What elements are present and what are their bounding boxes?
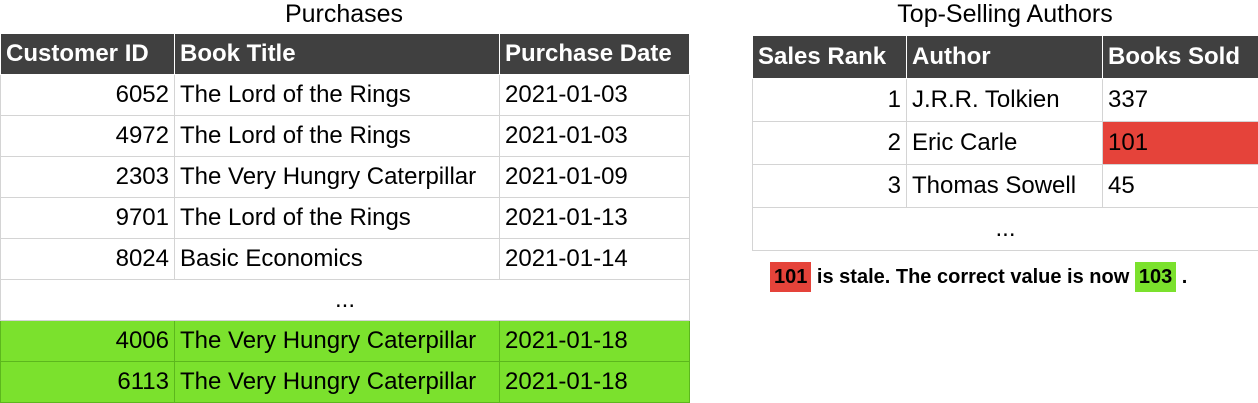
author-cell: Thomas Sowell [907, 165, 1103, 208]
authors-title: Top-Selling Authors [752, 0, 1258, 28]
ellipsis-row: ... [753, 208, 1258, 251]
table-row: 4972 The Lord of the Rings 2021-01-03 [1, 116, 690, 157]
new-purchase-row: 6113 The Very Hungry Caterpillar 2021-01… [1, 362, 690, 403]
purchase-date-cell: 2021-01-03 [500, 116, 690, 157]
authors-header-row: Sales Rank Author Books Sold [753, 36, 1258, 79]
stale-books-sold-cell: 101 [1103, 122, 1258, 165]
customer-id-cell: 2303 [1, 157, 175, 198]
sales-rank-cell: 2 [753, 122, 907, 165]
table-row: 2303 The Very Hungry Caterpillar 2021-01… [1, 157, 690, 198]
column-header-customer-id: Customer ID [1, 34, 175, 75]
book-title-cell: The Lord of the Rings [175, 75, 500, 116]
table-row: 3 Thomas Sowell 45 [753, 165, 1258, 208]
book-title-cell: Basic Economics [175, 239, 500, 280]
correct-value-chip: 103 [1135, 262, 1176, 292]
column-header-purchase-date: Purchase Date [500, 34, 690, 75]
purchase-date-cell: 2021-01-18 [500, 321, 690, 362]
sales-rank-cell: 1 [753, 79, 907, 122]
customer-id-cell: 9701 [1, 198, 175, 239]
purchase-date-cell: 2021-01-09 [500, 157, 690, 198]
table-row: 8024 Basic Economics 2021-01-14 [1, 239, 690, 280]
table-row: 9701 The Lord of the Rings 2021-01-13 [1, 198, 690, 239]
purchases-header-row: Customer ID Book Title Purchase Date [1, 34, 690, 75]
customer-id-cell: 8024 [1, 239, 175, 280]
book-title-cell: The Lord of the Rings [175, 116, 500, 157]
customer-id-cell: 6113 [1, 362, 175, 403]
purchase-date-cell: 2021-01-13 [500, 198, 690, 239]
column-header-author: Author [907, 36, 1103, 79]
customer-id-cell: 6052 [1, 75, 175, 116]
purchase-date-cell: 2021-01-03 [500, 75, 690, 116]
author-cell: J.R.R. Tolkien [907, 79, 1103, 122]
customer-id-cell: 4006 [1, 321, 175, 362]
table-row: 6052 The Lord of the Rings 2021-01-03 [1, 75, 690, 116]
purchases-title: Purchases [0, 0, 688, 28]
table-row: 2 Eric Carle 101 [753, 122, 1258, 165]
customer-id-cell: 4972 [1, 116, 175, 157]
column-header-books-sold: Books Sold [1103, 36, 1258, 79]
purchase-date-cell: 2021-01-18 [500, 362, 690, 403]
stale-value-note: 101 is stale. The correct value is now 1… [770, 262, 1187, 292]
books-sold-cell: 45 [1103, 165, 1258, 208]
note-end-text: . [1176, 266, 1187, 288]
author-cell: Eric Carle [907, 122, 1103, 165]
column-header-book-title: Book Title [175, 34, 500, 75]
ellipsis-row: ... [1, 280, 690, 321]
book-title-cell: The Very Hungry Caterpillar [175, 362, 500, 403]
book-title-cell: The Very Hungry Caterpillar [175, 157, 500, 198]
note-middle-text: is stale. The correct value is now [811, 266, 1134, 288]
book-title-cell: The Lord of the Rings [175, 198, 500, 239]
column-header-sales-rank: Sales Rank [753, 36, 907, 79]
ellipsis-cell: ... [753, 208, 1258, 251]
new-purchase-row: 4006 The Very Hungry Caterpillar 2021-01… [1, 321, 690, 362]
purchases-table: Customer ID Book Title Purchase Date 605… [0, 33, 690, 403]
table-row: 1 J.R.R. Tolkien 337 [753, 79, 1258, 122]
book-title-cell: The Very Hungry Caterpillar [175, 321, 500, 362]
ellipsis-cell: ... [1, 280, 690, 321]
authors-table: Sales Rank Author Books Sold 1 J.R.R. To… [752, 35, 1258, 251]
sales-rank-cell: 3 [753, 165, 907, 208]
purchase-date-cell: 2021-01-14 [500, 239, 690, 280]
books-sold-cell: 337 [1103, 79, 1258, 122]
stale-value-chip: 101 [770, 262, 811, 292]
